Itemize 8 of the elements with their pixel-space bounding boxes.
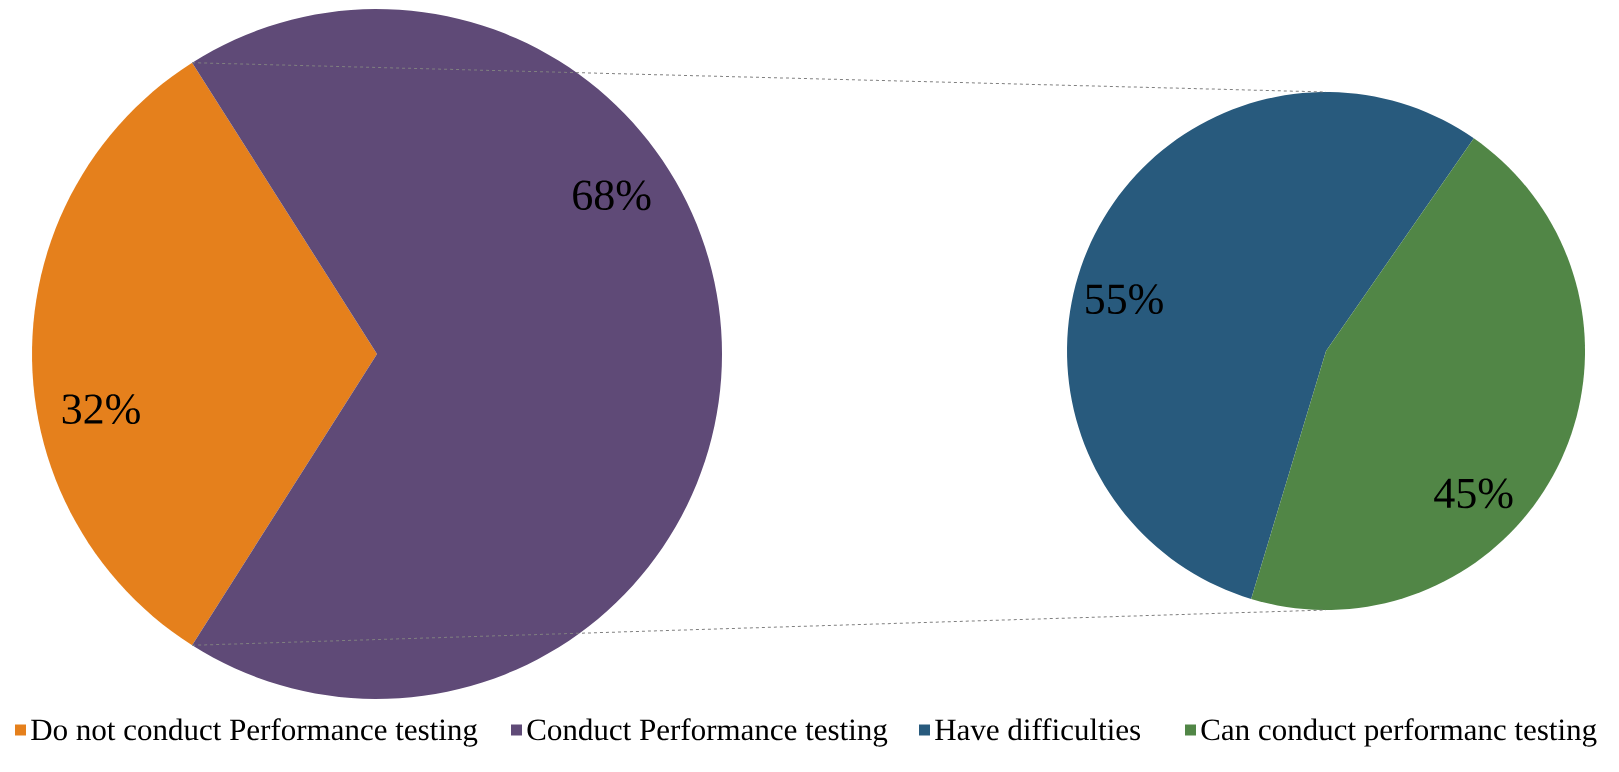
data-label: 68% [573, 180, 651, 211]
data-label: 32% [62, 394, 140, 425]
legend-label: Can conduct performanc testing [1201, 718, 1597, 747]
data-label: 55% [1086, 284, 1163, 315]
legend-label: Do not conduct Performance testing [31, 718, 478, 747]
legend-label: Have difficulties [935, 718, 1141, 741]
data-label: 45% [1434, 478, 1513, 509]
legend-label: Conduct Performance testing [527, 718, 888, 747]
